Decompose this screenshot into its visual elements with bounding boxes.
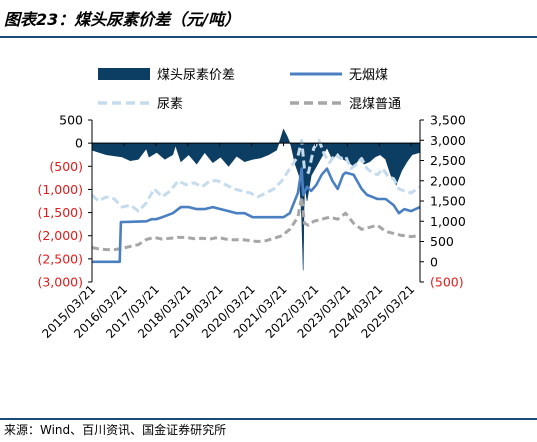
right-axis: 3,500 3,000 2,500 2,000 1,500 1,000 500 0 (500)	[420, 113, 466, 290]
legend-item-spread: 煤头尿素价差	[98, 68, 235, 83]
legend-item-urea: 尿素	[98, 97, 183, 112]
left-axis: 500 0 (500) (1,000) (1,500) (2,000) (2,500) (3,…	[37, 113, 92, 290]
right-tick-label: 3,000	[430, 133, 466, 148]
legend-label: 无烟煤	[349, 68, 388, 83]
series-mixed-coal-line	[91, 195, 421, 252]
legend-item-anthracite: 无烟煤	[290, 68, 388, 83]
right-tick-label: 0	[430, 254, 438, 269]
left-tick-label: (3,000)	[37, 275, 83, 290]
left-tick-label: 0	[75, 136, 83, 151]
right-tick-label: 2,500	[430, 153, 466, 168]
right-tick-label: 2,000	[430, 173, 466, 188]
series-anthracite-line	[92, 167, 421, 264]
left-tick-label: (2,000)	[37, 228, 83, 243]
legend-label: 尿素	[157, 97, 183, 112]
left-tick-label: (1,000)	[37, 182, 83, 197]
left-tick-label: (2,500)	[37, 251, 83, 266]
left-tick-label: (500)	[49, 159, 83, 174]
left-tick-label: 500	[59, 113, 83, 128]
right-tick-label: 3,500	[430, 113, 466, 128]
right-tick-label: (500)	[430, 275, 464, 290]
top-rule	[0, 36, 537, 38]
legend-swatch	[98, 68, 150, 80]
left-tick-label: (1,500)	[37, 205, 83, 220]
right-tick-label: 1,000	[430, 214, 466, 229]
plot-area	[90, 120, 421, 282]
x-axis: 2015/03/212016/03/212017/03/212018/03/21…	[39, 143, 417, 341]
source-note: 来源：Wind、百川资讯、国金证券研究所	[4, 423, 227, 437]
series-urea-line	[90, 138, 421, 213]
chart-title: 图表23：煤头尿素价差（元/吨）	[4, 10, 241, 29]
bottom-rule	[0, 418, 537, 420]
right-tick-label: 1,500	[430, 194, 466, 209]
legend-item-mixed-coal: 混煤普通	[290, 97, 401, 112]
legend-label: 煤头尿素价差	[157, 68, 235, 83]
series-spread-area	[91, 128, 421, 271]
right-tick-label: 500	[430, 234, 454, 249]
legend-label: 混煤普通	[349, 97, 401, 112]
